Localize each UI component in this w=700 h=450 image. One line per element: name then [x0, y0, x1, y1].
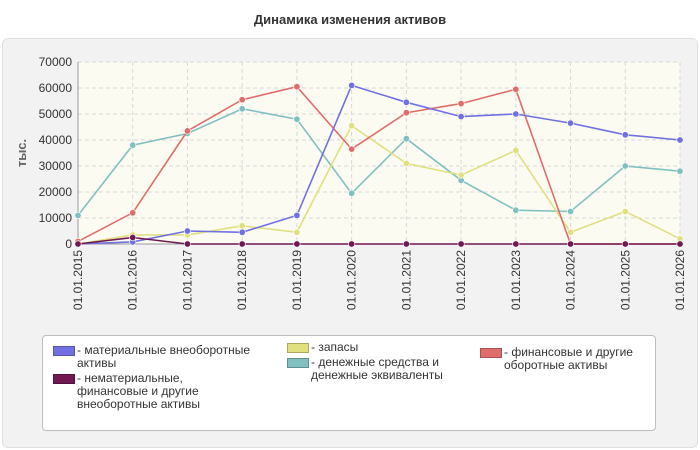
series-line [77, 236, 680, 245]
legend-label: - финансовые и другие оборотные активы [504, 345, 633, 372]
x-tick-label: 01.01.2025 [618, 250, 632, 310]
data-point [129, 141, 137, 149]
data-point [348, 145, 356, 153]
legend-swatch [480, 348, 502, 358]
data-point [129, 209, 137, 217]
legend-item-cash: - денежные средства и денежные эквивален… [287, 356, 477, 382]
x-tick-label: 01.01.2023 [509, 250, 523, 310]
series-line [77, 107, 681, 216]
y-tick-label: 70000 [39, 55, 73, 69]
data-point [512, 146, 520, 154]
data-point [293, 211, 301, 219]
legend-item-intangible: - нематериальные, финансовые и другие вн… [53, 372, 273, 411]
legend-item-financial: - финансовые и другие оборотные активы [480, 346, 650, 372]
data-point [293, 83, 301, 91]
legend-item-inventory: - запасы [287, 341, 477, 354]
data-point [238, 222, 246, 230]
data-point [567, 119, 575, 127]
legend-swatch [287, 358, 309, 368]
legend-swatch [287, 343, 309, 353]
data-point [74, 211, 82, 219]
data-point [676, 167, 684, 175]
data-point [621, 240, 629, 248]
plot-background [78, 62, 680, 244]
x-tick-label: 01.01.2017 [180, 250, 194, 310]
data-point [348, 240, 356, 248]
x-tick-label: 01.01.2016 [126, 250, 140, 310]
data-point [621, 208, 629, 216]
data-point [183, 240, 191, 248]
data-point [676, 136, 684, 144]
y-tick-label: 0 [65, 237, 72, 251]
data-point [567, 240, 575, 248]
data-point [348, 81, 356, 89]
data-point [402, 135, 410, 143]
legend-label: - денежные средства и денежные эквивален… [311, 355, 443, 382]
data-point [402, 240, 410, 248]
legend-item-material: - материальные внеоборотные активы [53, 344, 273, 370]
data-point [293, 228, 301, 236]
chart-legend: - материальные внеоборотные активы - нем… [42, 335, 656, 431]
legend-label: - запасы [311, 340, 359, 354]
x-tick-label: 01.01.2024 [564, 250, 578, 310]
data-point [512, 240, 520, 248]
data-point [512, 85, 520, 93]
data-point [457, 113, 465, 121]
data-point [457, 240, 465, 248]
x-tick-label: 01.01.2020 [345, 250, 359, 310]
chart-title: Динамика изменения активов [253, 12, 447, 27]
x-tick-label: 01.01.2022 [454, 250, 468, 310]
legend-swatch [53, 346, 75, 356]
x-tick-label: 01.01.2019 [290, 250, 304, 310]
series-line [77, 124, 681, 245]
y-tick-label: 40000 [39, 133, 73, 147]
legend-label: - нематериальные, финансовые и другие вн… [77, 371, 200, 411]
data-point [348, 189, 356, 197]
x-tick-label: 01.01.2021 [399, 250, 413, 310]
y-tick-label: 30000 [39, 159, 73, 173]
data-point [567, 228, 575, 236]
data-point [183, 127, 191, 135]
series-line [77, 84, 681, 245]
y-tick-label: 50000 [39, 107, 73, 121]
legend-label: - материальные внеоборотные активы [77, 343, 250, 370]
data-point [457, 171, 465, 179]
data-point [512, 206, 520, 214]
x-tick-label: 01.01.2015 [71, 250, 85, 310]
data-point [621, 131, 629, 139]
data-point [402, 159, 410, 167]
x-tick-label: 01.01.2018 [235, 250, 249, 310]
data-point [512, 110, 520, 118]
legend-swatch [53, 374, 75, 384]
x-tick-label: 01.01.2026 [673, 250, 687, 310]
y-tick-label: 10000 [39, 211, 73, 225]
data-point [402, 109, 410, 117]
data-point [238, 240, 246, 248]
data-point [238, 105, 246, 113]
y-axis-label: тыс. [14, 139, 29, 167]
data-point [567, 208, 575, 216]
data-point [676, 240, 684, 248]
data-point [74, 240, 82, 248]
data-point [129, 234, 137, 242]
data-point [183, 227, 191, 235]
data-point [293, 240, 301, 248]
data-point [402, 98, 410, 106]
data-point [238, 96, 246, 104]
y-tick-label: 60000 [39, 81, 73, 95]
data-point [457, 100, 465, 108]
data-point [238, 228, 246, 236]
data-point [348, 122, 356, 130]
data-point [621, 162, 629, 170]
data-point [293, 115, 301, 123]
y-tick-label: 20000 [39, 185, 73, 199]
line-chart: 0 10000 20000 30000 40000 50000 60000 70000 01.0… [14, 55, 687, 310]
